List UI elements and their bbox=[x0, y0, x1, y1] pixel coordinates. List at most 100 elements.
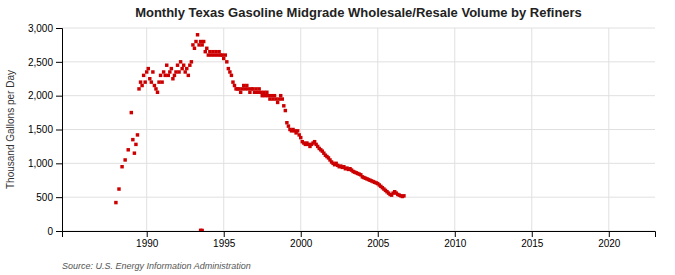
point bbox=[196, 33, 199, 36]
point bbox=[139, 80, 142, 83]
point bbox=[254, 87, 257, 90]
x-tick-mark bbox=[378, 231, 379, 237]
x-tick-mark bbox=[532, 231, 533, 237]
grid bbox=[62, 28, 655, 231]
y-tick-mark bbox=[56, 28, 62, 29]
y-tick-mark bbox=[56, 62, 62, 63]
point bbox=[208, 50, 211, 53]
point bbox=[137, 87, 140, 90]
point bbox=[242, 84, 245, 87]
x-tick: 2015 bbox=[521, 231, 544, 249]
source: Source: U.S. Energy Information Administ… bbox=[62, 261, 251, 271]
point bbox=[170, 67, 173, 70]
point bbox=[214, 50, 217, 53]
point bbox=[237, 87, 240, 90]
x-axis: 1990 1995 2000 2005 2010 2015 2020 bbox=[63, 231, 656, 249]
point bbox=[222, 57, 225, 60]
x-tick-label: 1990 bbox=[136, 238, 159, 249]
point bbox=[277, 97, 280, 100]
point bbox=[244, 87, 247, 90]
point bbox=[273, 94, 276, 97]
x-tick-label: 2015 bbox=[521, 238, 544, 249]
point bbox=[253, 91, 256, 94]
point bbox=[282, 104, 285, 107]
point bbox=[143, 80, 146, 83]
point bbox=[240, 87, 243, 90]
point bbox=[270, 94, 273, 97]
y-axis: 05001,0001,5002,0002,5003,000 bbox=[28, 23, 63, 237]
point bbox=[123, 158, 126, 161]
point bbox=[216, 53, 219, 56]
y-tick-mark bbox=[56, 163, 62, 164]
point bbox=[162, 70, 165, 73]
point bbox=[204, 50, 207, 53]
plot-area: 199019952000200520102015202005001,0001,5… bbox=[28, 23, 656, 249]
point bbox=[159, 74, 162, 77]
point bbox=[145, 70, 148, 73]
y-tick-label: 0 bbox=[47, 226, 53, 237]
point bbox=[114, 201, 117, 204]
point bbox=[261, 94, 264, 97]
x-tick-mark bbox=[224, 231, 225, 237]
point bbox=[230, 74, 233, 77]
y-tick: 3,000 bbox=[28, 23, 62, 34]
grid-line-y bbox=[62, 197, 655, 198]
y-tick: 2,500 bbox=[28, 57, 62, 68]
point bbox=[182, 63, 185, 66]
point bbox=[150, 80, 153, 83]
point bbox=[165, 63, 168, 66]
x-tick-mark bbox=[455, 231, 456, 237]
y-tick-label: 2,500 bbox=[28, 57, 53, 68]
x-tick-label: 2005 bbox=[367, 238, 390, 249]
point bbox=[248, 91, 251, 94]
point bbox=[247, 87, 250, 90]
point bbox=[163, 74, 166, 77]
point bbox=[285, 121, 288, 124]
point bbox=[279, 94, 282, 97]
x-tick-label: 2000 bbox=[290, 238, 313, 249]
point bbox=[267, 94, 270, 97]
y-tick-mark bbox=[56, 197, 62, 198]
point bbox=[180, 67, 183, 70]
x-tick-label: 2010 bbox=[444, 238, 467, 249]
y-tick: 2,000 bbox=[28, 90, 62, 101]
point bbox=[197, 43, 200, 46]
point bbox=[268, 97, 271, 100]
grid-line-y bbox=[62, 163, 655, 164]
point bbox=[274, 97, 277, 100]
point bbox=[224, 53, 227, 56]
point bbox=[167, 74, 170, 77]
y-tick-label: 3,000 bbox=[28, 23, 53, 34]
y-tick-label: 1,000 bbox=[28, 158, 53, 169]
x-axis-line bbox=[63, 232, 656, 238]
x-tick-mark bbox=[609, 231, 610, 237]
point bbox=[205, 47, 208, 50]
x-tick: 2020 bbox=[598, 231, 621, 249]
point bbox=[239, 91, 242, 94]
point bbox=[160, 80, 163, 83]
point bbox=[136, 133, 139, 136]
point bbox=[199, 40, 202, 43]
point bbox=[228, 70, 231, 73]
x-tick-mark bbox=[301, 231, 302, 237]
point bbox=[217, 50, 220, 53]
y-tick-mark bbox=[56, 231, 62, 232]
grid-line-y bbox=[62, 95, 655, 96]
point bbox=[194, 40, 197, 43]
point bbox=[271, 97, 274, 100]
point bbox=[245, 84, 248, 87]
point bbox=[200, 43, 203, 46]
x-tick: 1995 bbox=[213, 231, 236, 249]
point bbox=[225, 60, 228, 63]
point bbox=[284, 109, 287, 112]
grid-line-y bbox=[62, 61, 655, 62]
point bbox=[262, 91, 265, 94]
point bbox=[187, 74, 190, 77]
y-tick: 0 bbox=[47, 226, 62, 237]
y-tick-mark bbox=[56, 96, 62, 97]
x-tick-label: 2020 bbox=[598, 238, 621, 249]
grid-line-y bbox=[62, 129, 655, 130]
point bbox=[251, 87, 254, 90]
point bbox=[120, 165, 123, 168]
point bbox=[264, 94, 267, 97]
